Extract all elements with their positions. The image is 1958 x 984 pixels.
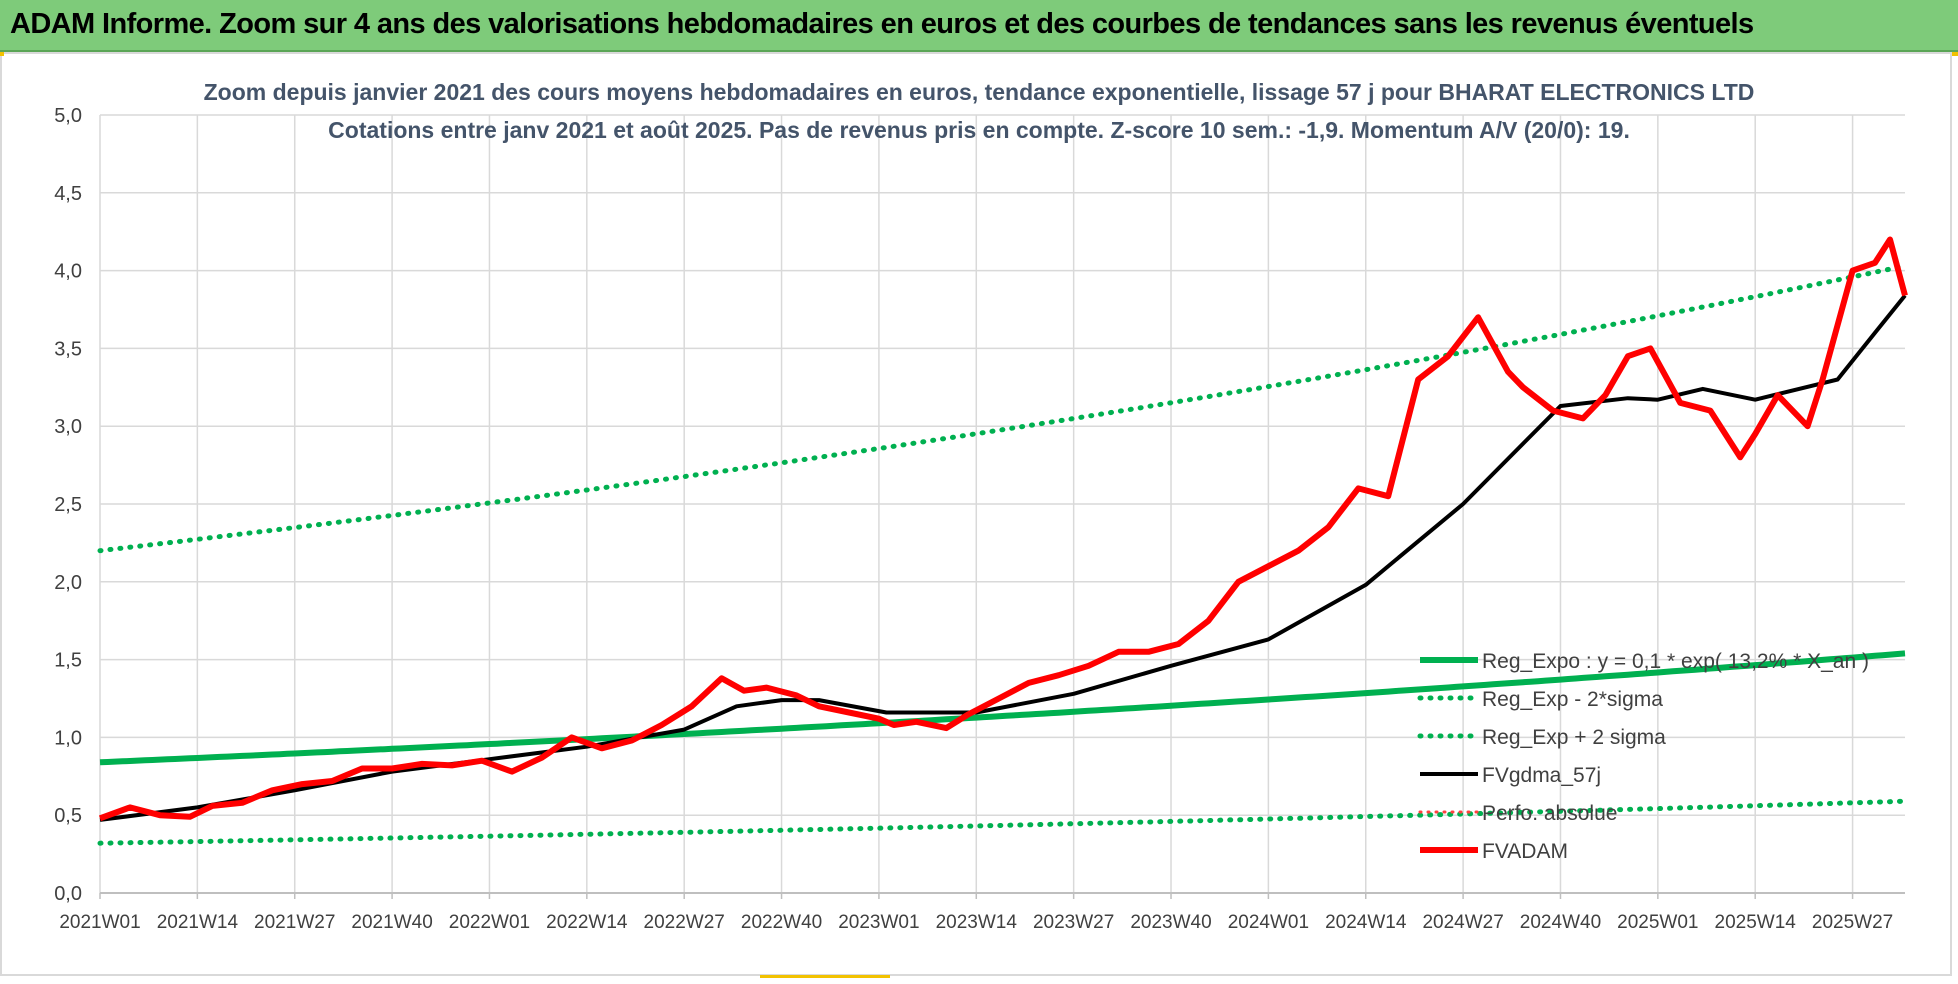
legend-label: Reg_Exp - 2*sigma bbox=[1482, 688, 1663, 711]
x-tick-label: 2021W01 bbox=[59, 912, 140, 933]
x-tick-label: 2023W14 bbox=[936, 912, 1018, 933]
x-tick-label: 2023W40 bbox=[1130, 912, 1211, 933]
legend-label: Perfo. absolue bbox=[1482, 802, 1617, 825]
chart-title-line: Zoom depuis janvier 2021 des cours moyen… bbox=[204, 79, 1755, 105]
x-tick-label: 2022W01 bbox=[449, 912, 530, 933]
series-line-3 bbox=[99, 294, 1907, 822]
chart-title-line: Cotations entre janv 2021 et août 2025. … bbox=[328, 117, 1630, 143]
x-tick-label: 2022W27 bbox=[644, 912, 725, 933]
x-tick-label: 2025W14 bbox=[1715, 912, 1797, 933]
y-tick-label: 0,0 bbox=[54, 883, 82, 905]
report-title: ADAM Informe. Zoom sur 4 ans des valoris… bbox=[10, 8, 1754, 40]
legend-label: FVgdma_57j bbox=[1482, 764, 1601, 787]
x-tick-label: 2024W01 bbox=[1228, 912, 1309, 933]
y-tick-label: 4,0 bbox=[54, 261, 82, 283]
bottom-accent bbox=[760, 975, 890, 978]
x-tick-label: 2024W40 bbox=[1520, 912, 1601, 933]
y-tick-label: 0,5 bbox=[54, 805, 82, 827]
x-tick-label: 2021W14 bbox=[157, 912, 239, 933]
y-tick-label: 1,5 bbox=[54, 650, 82, 672]
chart-frame bbox=[0, 52, 1952, 976]
x-tick-label: 2021W27 bbox=[254, 912, 335, 933]
y-tick-label: 2,5 bbox=[54, 494, 82, 516]
x-tick-label: 2023W01 bbox=[838, 912, 919, 933]
y-tick-label: 2,0 bbox=[54, 572, 82, 594]
corner-accent bbox=[0, 52, 4, 56]
legend-label: Reg_Expo : y = 0,1 * exp( 13,2% * X_an ) bbox=[1482, 650, 1869, 673]
x-tick-label: 2022W40 bbox=[741, 912, 822, 933]
x-tick-label: 2021W40 bbox=[351, 912, 432, 933]
y-tick-label: 3,0 bbox=[54, 416, 82, 438]
y-tick-label: 3,5 bbox=[54, 338, 82, 360]
series-line-5 bbox=[98, 236, 1908, 822]
y-tick-label: 4,5 bbox=[54, 183, 82, 205]
series-line-1 bbox=[97, 798, 1908, 846]
y-tick-label: 5,0 bbox=[54, 105, 82, 127]
x-tick-label: 2025W01 bbox=[1617, 912, 1698, 933]
legend-label: FVADAM bbox=[1482, 840, 1568, 863]
x-tick-label: 2022W14 bbox=[546, 912, 628, 933]
y-tick-label: 1,0 bbox=[54, 727, 82, 749]
x-tick-label: 2024W27 bbox=[1422, 912, 1503, 933]
x-tick-label: 2023W27 bbox=[1033, 912, 1114, 933]
x-tick-label: 2025W27 bbox=[1812, 912, 1893, 933]
x-tick-label: 2024W14 bbox=[1325, 912, 1407, 933]
series-line-0 bbox=[99, 650, 1906, 766]
series-line-2 bbox=[97, 263, 1908, 554]
corner-accent bbox=[1952, 52, 1958, 56]
legend-label: Reg_Exp + 2 sigma bbox=[1482, 726, 1666, 749]
report-banner: ADAM Informe. Zoom sur 4 ans des valoris… bbox=[0, 0, 1958, 52]
